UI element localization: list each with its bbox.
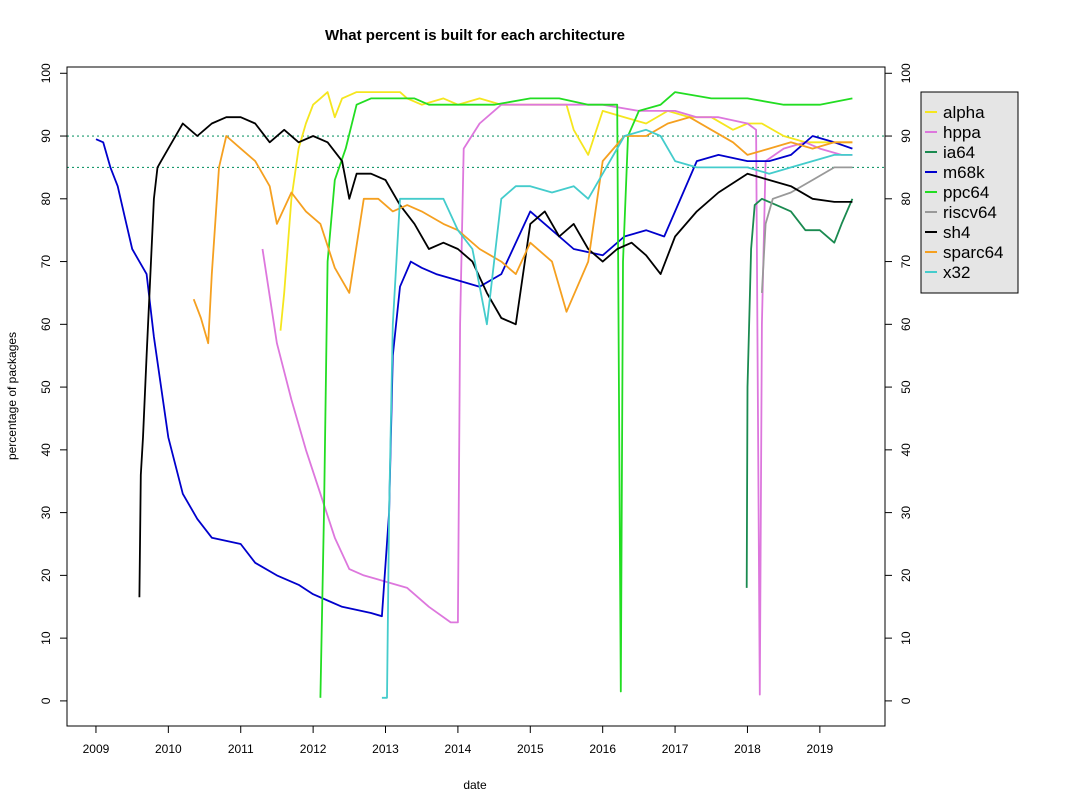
x-tick-label-2010: 2010 <box>155 742 182 756</box>
y-tick-label-left-60: 60 <box>39 317 53 331</box>
y-tick-label-right-100: 100 <box>899 63 913 83</box>
y-axis-left: 0 10 20 30 40 50 60 70 80 90 100 <box>39 63 68 704</box>
legend-label-m68k: m68k <box>943 163 985 182</box>
legend-label-sh4: sh4 <box>943 223 970 242</box>
y-tick-label-right-10: 10 <box>899 631 913 645</box>
x-tick-label-2016: 2016 <box>589 742 616 756</box>
series-line-ia64 <box>745 197 854 588</box>
series-lines <box>95 91 854 699</box>
y-tick-label-right-20: 20 <box>899 568 913 582</box>
legend-label-x32: x32 <box>943 263 970 282</box>
y-tick-label-left-10: 10 <box>39 631 53 645</box>
y-tick-label-right-0: 0 <box>899 697 913 704</box>
y-tick-label-right-50: 50 <box>899 380 913 394</box>
legend-label-ia64: ia64 <box>943 143 975 162</box>
legend: alphahppaia64m68kppc64riscv64sh4sparc64x… <box>920 91 1019 294</box>
y-axis-label: percentage of packages <box>5 332 19 460</box>
y-tick-label-right-40: 40 <box>899 443 913 457</box>
series-line-sh4 <box>138 116 853 598</box>
legend-label-alpha: alpha <box>943 103 985 122</box>
y-tick-label-left-0: 0 <box>39 697 53 704</box>
legend-label-riscv64: riscv64 <box>943 203 997 222</box>
y-axis-right: 0 10 20 30 40 50 60 70 80 90 100 <box>884 63 913 704</box>
y-tick-label-right-90: 90 <box>899 129 913 143</box>
x-tick-label-2011: 2011 <box>228 742 254 756</box>
legend-label-sparc64: sparc64 <box>943 243 1003 262</box>
x-axis-label: date <box>463 778 487 792</box>
series-line-m68k <box>95 135 853 618</box>
x-tick-label-2015: 2015 <box>517 742 544 756</box>
x-tick-label-2013: 2013 <box>372 742 399 756</box>
y-tick-label-left-100: 100 <box>39 63 53 83</box>
legend-label-ppc64: ppc64 <box>943 183 989 202</box>
y-tick-label-left-90: 90 <box>39 129 53 143</box>
series-line-ppc64 <box>319 91 853 698</box>
y-tick-label-left-30: 30 <box>39 506 53 520</box>
x-tick-label-2009: 2009 <box>83 742 110 756</box>
y-tick-label-left-40: 40 <box>39 443 53 457</box>
chart-title: What percent is built for each architect… <box>325 27 625 44</box>
legend-box <box>920 91 1019 294</box>
x-tick-label-2014: 2014 <box>445 742 472 756</box>
legend-label-hppa: hppa <box>943 123 981 142</box>
y-tick-label-right-70: 70 <box>899 255 913 269</box>
x-tick-label-2019: 2019 <box>806 742 833 756</box>
series-line-riscv64 <box>761 166 853 293</box>
y-tick-label-right-60: 60 <box>899 317 913 331</box>
y-tick-label-right-30: 30 <box>899 506 913 520</box>
y-tick-label-left-20: 20 <box>39 568 53 582</box>
x-tick-label-2018: 2018 <box>734 742 761 756</box>
x-axis: 2009 2010 2011 2012 2013 2014 2015 2016 2017 2018… <box>83 725 834 756</box>
y-tick-label-right-80: 80 <box>899 192 913 206</box>
x-tick-label-2012: 2012 <box>300 742 327 756</box>
y-tick-label-left-50: 50 <box>39 380 53 394</box>
x-tick-label-2017: 2017 <box>662 742 689 756</box>
series-line-sparc64 <box>192 116 853 345</box>
y-tick-label-left-70: 70 <box>39 255 53 269</box>
series-line-x32 <box>381 128 853 699</box>
y-tick-label-left-80: 80 <box>39 192 53 206</box>
